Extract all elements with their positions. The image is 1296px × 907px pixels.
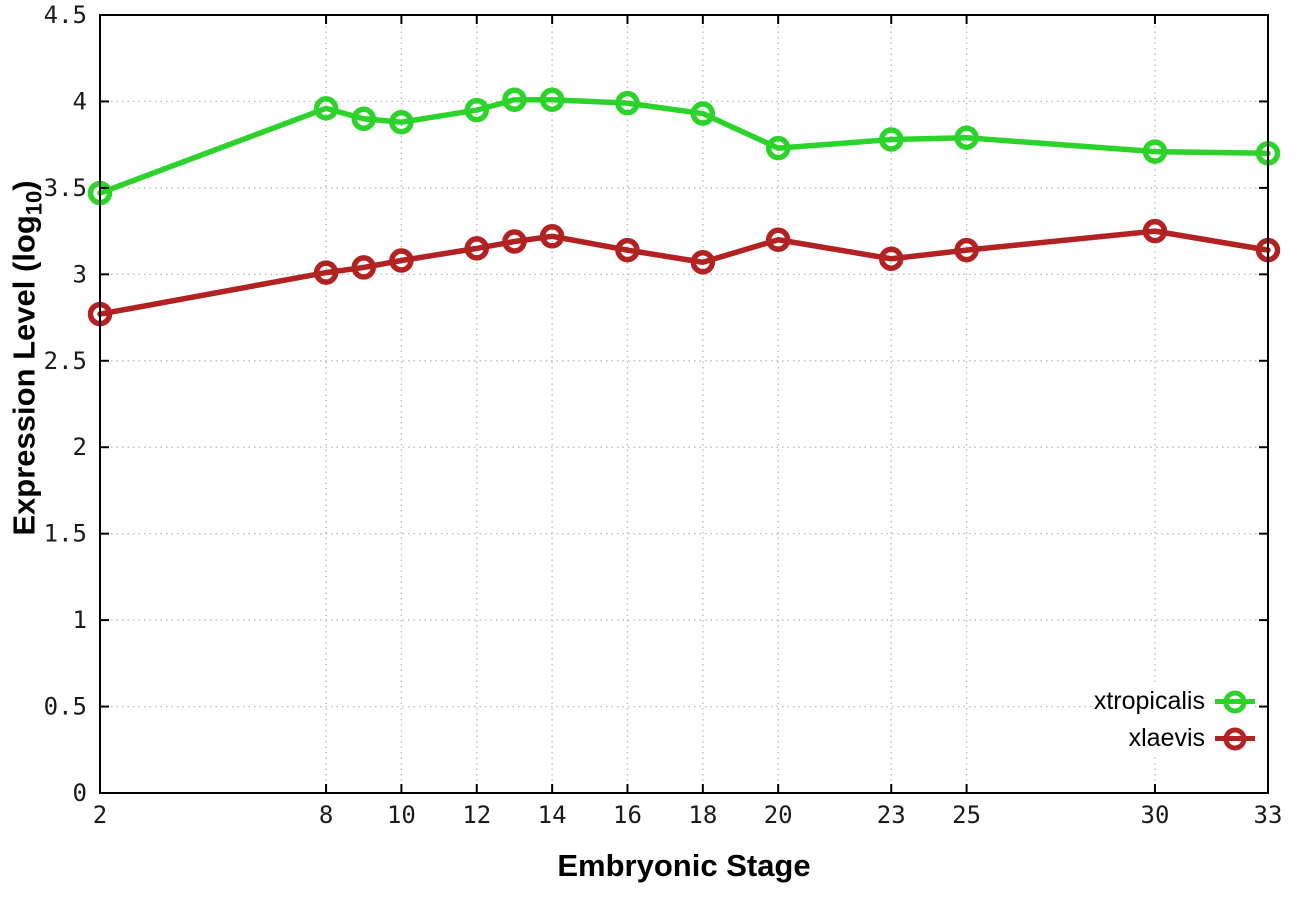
data-point-xlaevis	[539, 224, 565, 249]
legend-label-xtropicalis: xtropicalis	[1093, 687, 1205, 715]
y-tick-label: 0	[73, 779, 87, 807]
data-point-xtropicalis	[464, 97, 490, 123]
data-point-xtropicalis	[389, 109, 414, 135]
series-line-xlaevis	[97, 228, 1271, 317]
legend-circle-icon	[1223, 727, 1247, 750]
x-axis-title: Embryonic Stage	[557, 848, 811, 883]
y-tick-label: 3.5	[44, 174, 87, 202]
x-tick-label: 23	[877, 801, 906, 829]
y-tick-label: 1	[73, 606, 87, 634]
x-tick-label: 16	[613, 801, 642, 829]
series-line-xtropicalis	[97, 96, 1271, 196]
y-tick-label: 4.5	[44, 1, 87, 29]
data-point-xtropicalis	[539, 87, 565, 112]
data-point-xlaevis	[954, 237, 979, 263]
plot-border	[99, 14, 1269, 794]
data-point-xlaevis	[351, 255, 376, 280]
data-point-xtropicalis	[765, 135, 791, 161]
x-tick-label: 10	[387, 801, 416, 829]
y-axis-title-text: Expression Level (log	[6, 215, 42, 536]
data-point-xlaevis	[615, 237, 640, 263]
chart-legend: xtropicalis xlaevis	[1093, 683, 1255, 757]
data-point-xtropicalis	[502, 87, 527, 112]
legend-label-xlaevis: xlaevis	[1128, 724, 1205, 752]
legend-circle-icon	[1223, 690, 1247, 713]
y-tick-label: 1.5	[44, 520, 87, 548]
data-point-xlaevis	[502, 229, 527, 254]
data-point-xtropicalis	[351, 106, 376, 131]
y-tick-label: 2	[73, 433, 87, 461]
x-tick-label: 8	[319, 801, 333, 829]
data-point-xlaevis	[765, 227, 791, 253]
y-axis-title: Expression Level (log10)	[6, 180, 47, 535]
y-tick-label: 2.5	[44, 347, 87, 375]
legend-marker-xtropicalis	[1215, 688, 1255, 716]
data-point-xtropicalis	[615, 90, 640, 116]
x-tick-label: 25	[952, 801, 981, 829]
x-tick-label: 2	[93, 801, 107, 829]
y-tick-label: 0.5	[44, 693, 87, 721]
x-tick-label: 14	[538, 801, 567, 829]
legend-marker-xlaevis	[1215, 725, 1255, 753]
data-point-xtropicalis	[878, 127, 904, 152]
legend-item-xtropicalis: xtropicalis	[1094, 683, 1255, 720]
x-tick-label: 33	[1254, 801, 1283, 829]
x-tick-label: 30	[1141, 801, 1170, 829]
data-point-xtropicalis	[313, 96, 339, 121]
y-axis-title-close: )	[6, 180, 42, 191]
legend-item-xlaevis: xlaevis	[1094, 720, 1255, 757]
data-point-xtropicalis	[954, 125, 979, 151]
data-point-xlaevis	[1142, 218, 1168, 244]
y-tick-label: 4	[73, 87, 87, 115]
x-tick-label: 12	[462, 801, 491, 829]
y-tick-label: 3	[73, 260, 87, 288]
y-axis-title-subscript: 10	[21, 190, 47, 216]
data-point-xtropicalis	[1142, 139, 1168, 164]
data-point-xlaevis	[464, 236, 490, 261]
data-point-xlaevis	[690, 249, 716, 275]
x-tick-label: 18	[688, 801, 717, 829]
data-point-xlaevis	[389, 248, 414, 273]
x-tick-label: 20	[764, 801, 793, 829]
data-point-xtropicalis	[690, 101, 716, 126]
data-point-xlaevis	[313, 260, 339, 285]
data-point-xlaevis	[878, 246, 904, 272]
